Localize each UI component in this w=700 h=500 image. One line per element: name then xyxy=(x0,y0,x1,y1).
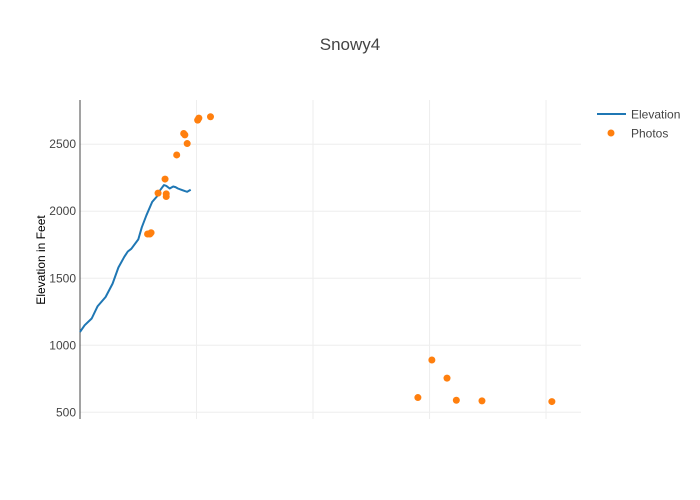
photo-point[interactable] xyxy=(414,394,422,402)
y-tick-label: 2000 xyxy=(49,204,76,218)
photo-point[interactable] xyxy=(181,131,189,139)
legend-elevation-label: Elevation xyxy=(631,108,680,122)
x-gridlines xyxy=(196,100,547,419)
photo-point[interactable] xyxy=(206,113,214,121)
photo-point[interactable] xyxy=(548,398,556,406)
elevation-line xyxy=(79,184,192,333)
y-gridlines xyxy=(80,143,581,413)
photo-point[interactable] xyxy=(452,396,460,404)
chart-title: Snowy4 xyxy=(320,35,380,54)
y-tick-label: 500 xyxy=(56,405,76,419)
photo-point[interactable] xyxy=(478,397,486,405)
y-tick-label: 1000 xyxy=(49,338,76,352)
photo-point[interactable] xyxy=(183,140,191,148)
y-tick-label: 1500 xyxy=(49,271,76,285)
photo-point[interactable] xyxy=(147,229,155,237)
legend-item-elevation[interactable]: Elevation xyxy=(597,108,680,122)
photo-point[interactable] xyxy=(443,374,451,382)
photo-point[interactable] xyxy=(173,151,181,159)
legend[interactable]: Elevation Photos xyxy=(597,108,680,141)
y-tick-label: 2500 xyxy=(49,137,76,151)
y-tick-labels: 500 1000 1500 2000 2500 xyxy=(49,137,76,419)
y-axis-title: Elevation in Feet xyxy=(34,215,48,305)
legend-photos-label: Photos xyxy=(631,127,668,141)
legend-item-photos[interactable]: Photos xyxy=(607,127,669,141)
photo-point[interactable] xyxy=(161,175,169,183)
photo-point[interactable] xyxy=(154,189,162,197)
elevation-series xyxy=(79,184,192,333)
legend-photos-marker-icon xyxy=(607,129,615,137)
photo-point[interactable] xyxy=(195,114,203,122)
photo-point[interactable] xyxy=(428,356,436,364)
photo-point[interactable] xyxy=(162,190,170,198)
photos-series xyxy=(144,113,556,406)
